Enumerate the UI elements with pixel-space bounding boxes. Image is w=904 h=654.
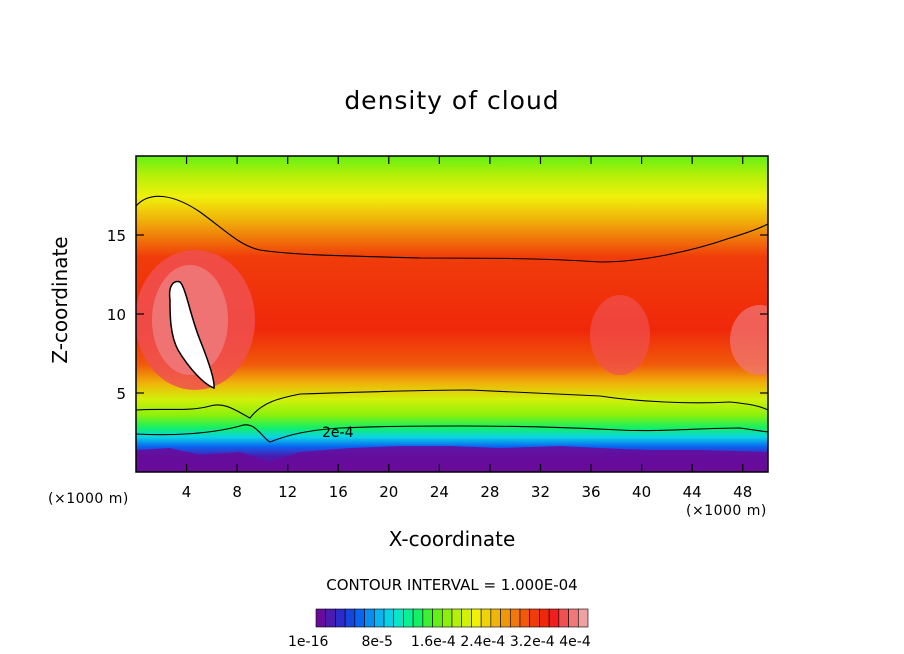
- x-tick-label: 20: [379, 483, 398, 501]
- x-tick-label: 32: [531, 483, 550, 501]
- x-axis: 4 8 12 16 20 24 28 32 36 40 44 48: [182, 156, 752, 501]
- colorbar-swatch: [441, 608, 453, 628]
- contour-interval-label: CONTOUR INTERVAL = 1.000E-04: [326, 576, 578, 594]
- contour-label: 2e-4: [322, 425, 354, 441]
- y-axis-label: Z-coordinate: [48, 236, 72, 364]
- colorbar-swatch: [558, 608, 569, 628]
- contour-lines: [136, 195, 768, 443]
- colorbar-tick-label: 8e-5: [361, 634, 392, 650]
- colorbar-swatch: [364, 608, 375, 628]
- chart-title: density of cloud: [344, 86, 560, 115]
- colorbar-swatch: [461, 608, 472, 628]
- x-tick-label: 24: [430, 483, 449, 501]
- colorbar-swatch: [451, 608, 463, 628]
- x-tick-label: 36: [581, 483, 600, 501]
- x-tick-label: 44: [683, 483, 702, 501]
- x-unit-label: (×1000 m): [686, 503, 767, 519]
- colorbar: 1e-16 8e-5 1.6e-4 2.4e-4 3.2e-4 4e-4: [288, 608, 591, 650]
- y-tick-label: 15: [107, 227, 126, 245]
- colorbar-swatch: [480, 608, 492, 628]
- x-tick-label: 4: [182, 483, 192, 501]
- y-axis: 5 10 15: [107, 227, 768, 403]
- x-tick-label: 28: [480, 483, 499, 501]
- colorbar-swatch: [315, 608, 327, 628]
- colorbar-swatch: [403, 608, 414, 628]
- colorbar-swatch: [577, 608, 589, 628]
- colorbar-tick-label: 4e-4: [559, 634, 591, 650]
- x-tick-label: 48: [733, 483, 752, 501]
- colorbar-tick-label: 2.4e-4: [460, 634, 505, 650]
- colorbar-tick-label: 1.6e-4: [411, 634, 456, 650]
- y-tick-label: 5: [116, 385, 126, 403]
- colorbar-swatch: [568, 608, 579, 628]
- colorbar-swatch: [422, 608, 433, 628]
- colorbar-swatch: [509, 608, 521, 628]
- colorbar-swatch: [344, 608, 356, 628]
- colorbar-tick-label: 3.2e-4: [510, 634, 555, 650]
- colorbar-swatch: [500, 608, 511, 628]
- x-tick-label: 40: [632, 483, 651, 501]
- y-unit-label: (×1000 m): [48, 491, 129, 507]
- x-tick-label: 16: [329, 483, 348, 501]
- colorbar-swatch: [373, 608, 385, 628]
- colorbar-swatch: [432, 608, 443, 628]
- heatmap-field: [136, 156, 768, 472]
- x-tick-label: 12: [278, 483, 297, 501]
- colorbar-swatch: [490, 608, 501, 628]
- x-tick-label: 8: [232, 483, 242, 501]
- colorbar-swatch: [383, 608, 395, 628]
- colorbar-swatch: [412, 608, 424, 628]
- colorbar-swatch: [471, 608, 482, 628]
- colorbar-swatch: [548, 608, 560, 628]
- x-axis-label: X-coordinate: [388, 527, 516, 551]
- colorbar-swatch: [354, 608, 365, 628]
- colorbar-swatch: [529, 608, 540, 628]
- colorbar-swatch: [335, 608, 346, 628]
- y-tick-label: 10: [107, 306, 126, 324]
- colorbar-tick-label: 1e-16: [288, 634, 328, 650]
- colorbar-swatch: [519, 608, 531, 628]
- colorbar-swatch: [393, 608, 404, 628]
- colorbar-swatch: [325, 608, 336, 628]
- colorbar-swatch: [539, 608, 550, 628]
